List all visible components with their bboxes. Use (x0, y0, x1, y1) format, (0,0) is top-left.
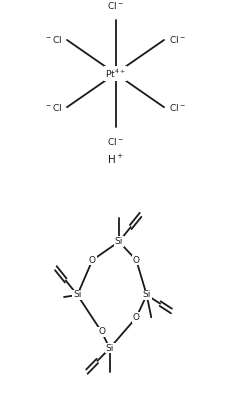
Text: Si: Si (143, 291, 151, 299)
Text: O: O (133, 313, 140, 322)
Text: $^-$Cl: $^-$Cl (44, 102, 62, 113)
Text: Cl$^-$: Cl$^-$ (169, 34, 186, 45)
Text: Si: Si (115, 237, 123, 246)
Text: O: O (89, 256, 96, 265)
Text: Si: Si (106, 344, 114, 353)
Text: Si: Si (73, 291, 82, 299)
Text: Cl$^-$: Cl$^-$ (107, 0, 124, 11)
Text: H$^+$: H$^+$ (107, 153, 124, 166)
Text: O: O (98, 327, 105, 336)
Text: Cl$^-$: Cl$^-$ (169, 102, 186, 113)
Text: Cl$^-$: Cl$^-$ (107, 136, 124, 147)
Text: O: O (133, 256, 140, 265)
Text: Pt$^{4+}$: Pt$^{4+}$ (105, 67, 126, 80)
Text: $^-$Cl: $^-$Cl (44, 34, 62, 45)
